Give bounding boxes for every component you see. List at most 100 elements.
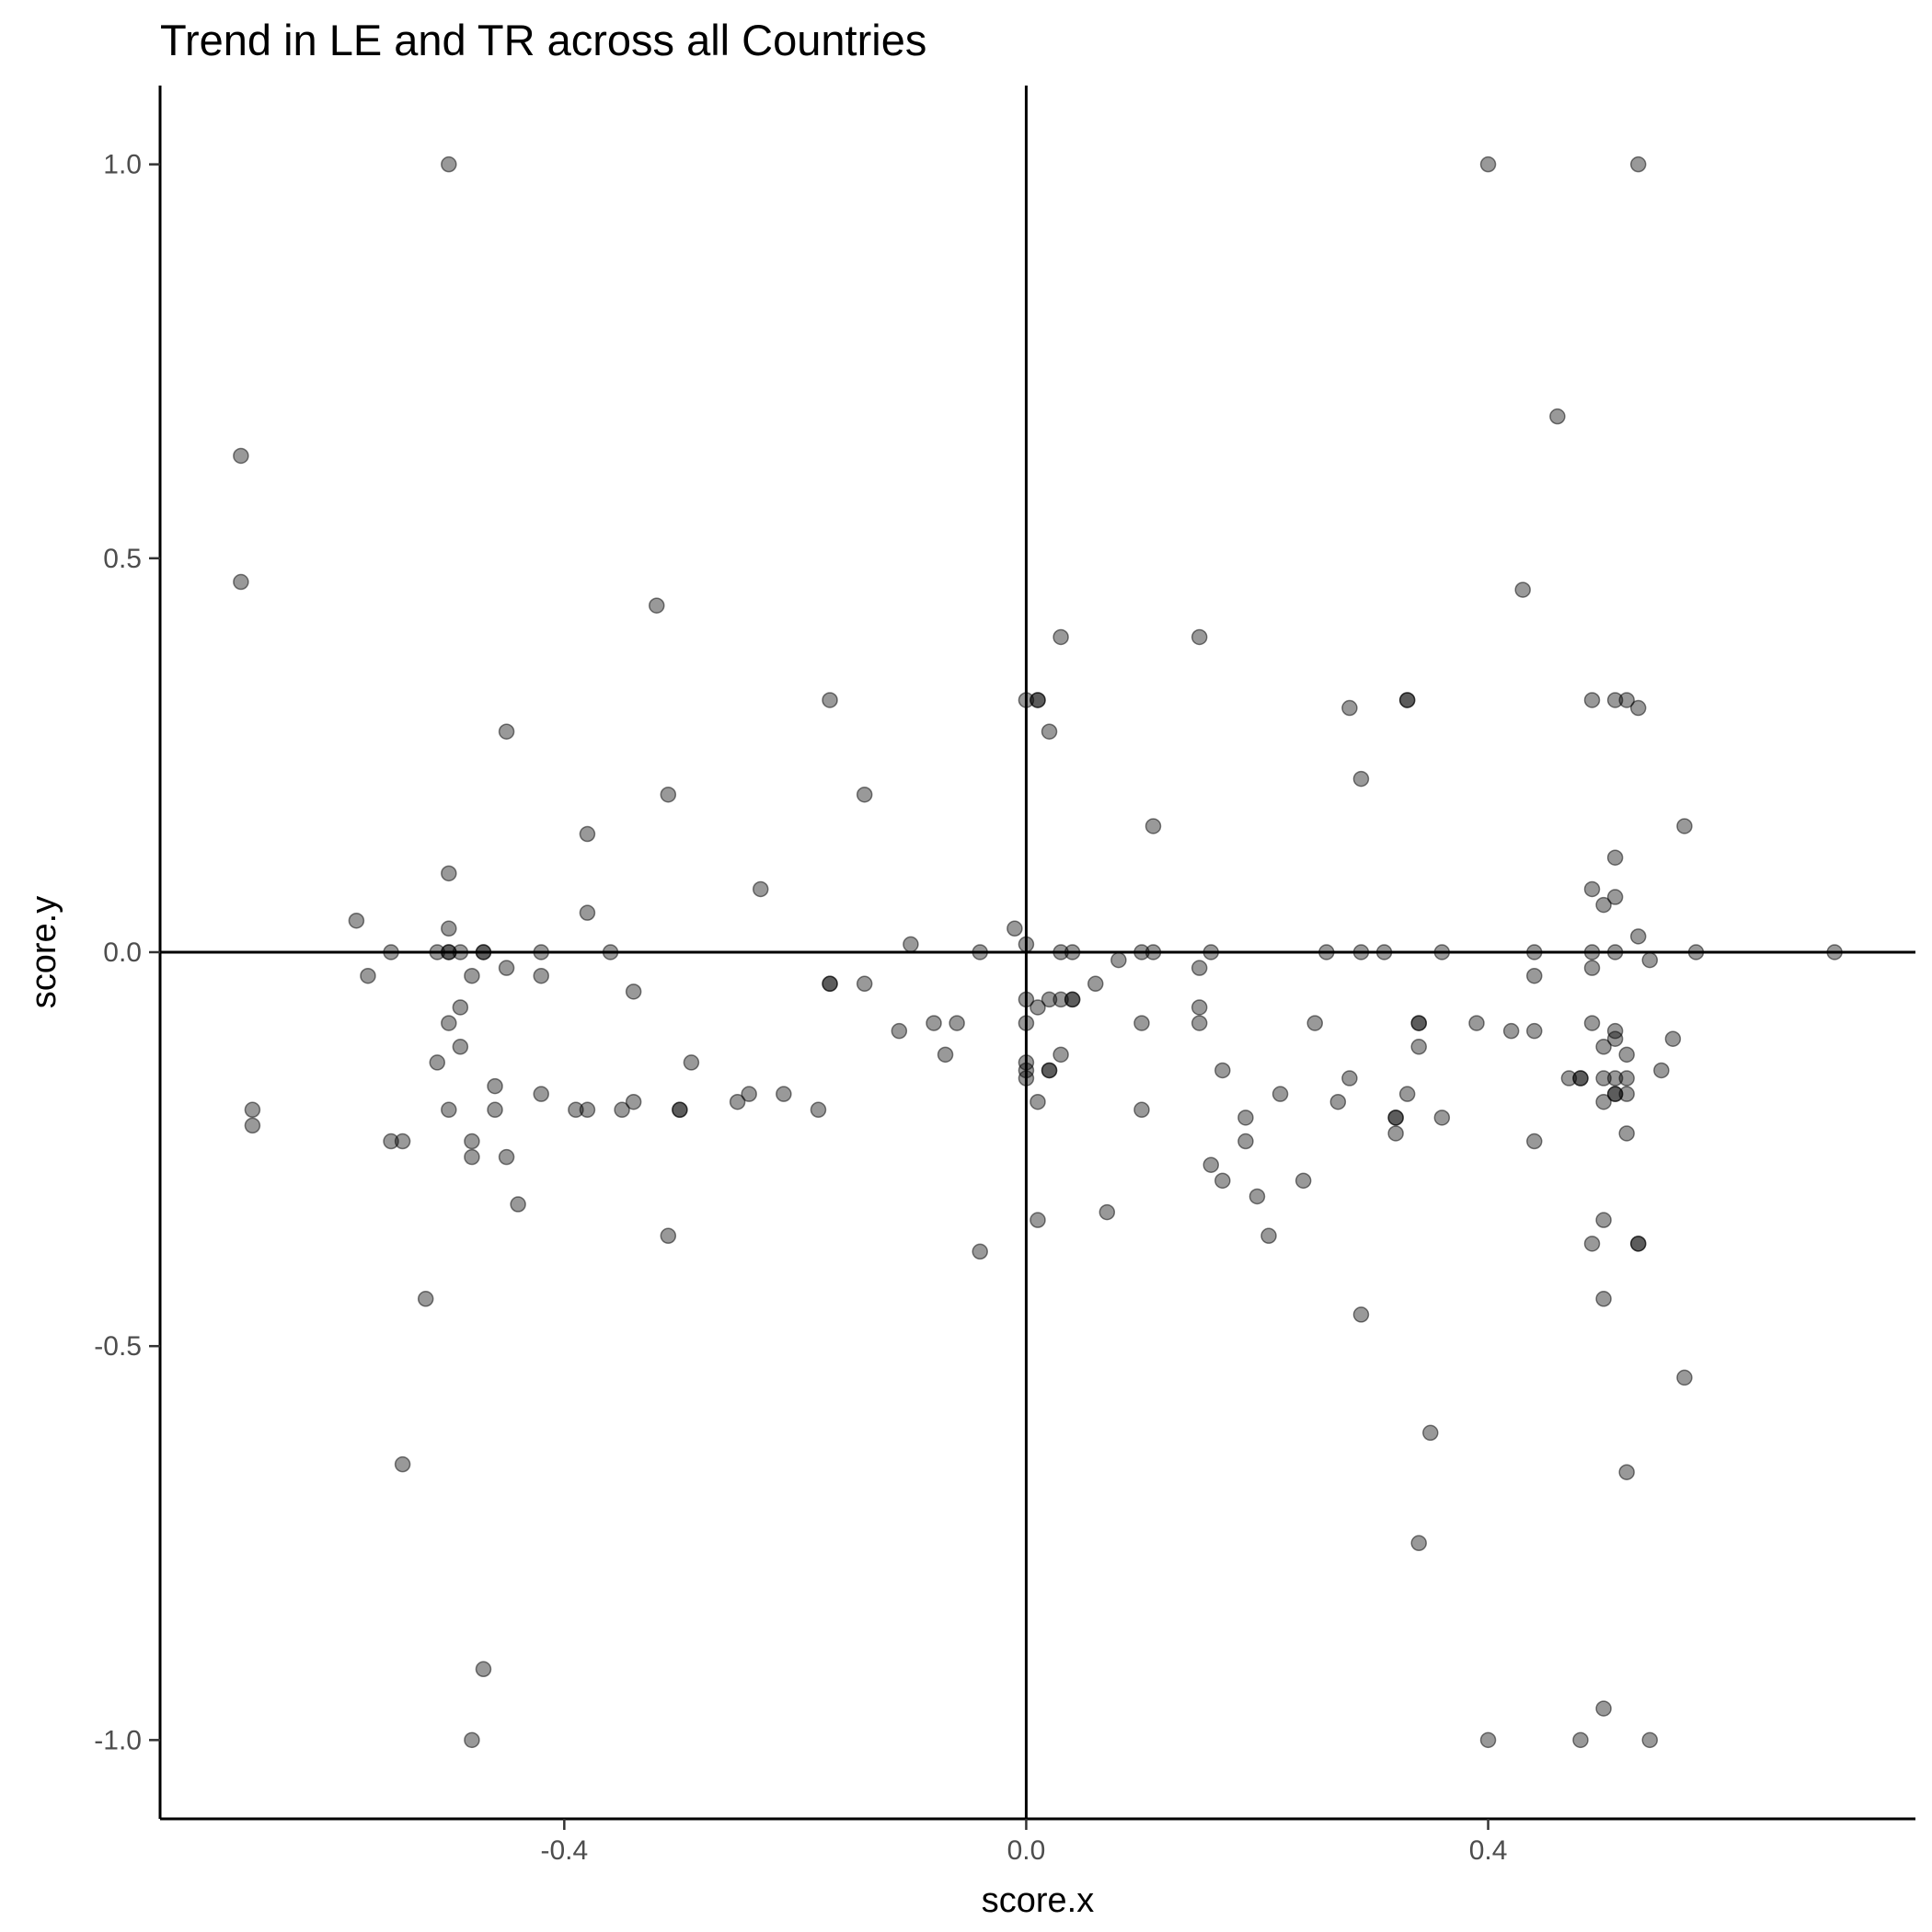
data-point <box>233 573 249 591</box>
data-point <box>498 723 515 740</box>
data-point <box>498 1148 515 1166</box>
data-point <box>1352 944 1370 960</box>
data-point <box>1595 1212 1612 1228</box>
data-point <box>776 1086 792 1102</box>
data-point <box>1052 991 1069 1008</box>
data-point <box>1352 1306 1370 1323</box>
data-point <box>1387 1110 1404 1126</box>
y-tick-label: -1.0 <box>94 1725 142 1755</box>
data-point <box>1064 944 1081 960</box>
data-point <box>1583 880 1601 898</box>
data-point <box>475 1661 492 1678</box>
data-point <box>1583 960 1601 976</box>
data-point <box>1098 1203 1116 1221</box>
data-point <box>649 597 665 614</box>
data-point <box>1526 944 1543 960</box>
data-point <box>1676 1369 1693 1386</box>
data-point <box>1479 155 1497 173</box>
data-point <box>1583 692 1601 708</box>
data-point <box>1052 1046 1069 1064</box>
data-point <box>1422 1424 1439 1442</box>
data-point <box>1618 1046 1635 1064</box>
data-point <box>487 1101 503 1119</box>
data-point <box>1410 1015 1427 1031</box>
data-point <box>1110 951 1127 969</box>
data-point <box>464 967 480 984</box>
data-point <box>579 1101 596 1119</box>
data-point <box>1618 1125 1635 1142</box>
data-point <box>1190 1015 1208 1031</box>
data-point <box>1618 692 1635 708</box>
data-point <box>1606 1086 1624 1102</box>
data-point <box>579 904 596 921</box>
data-point <box>1526 1022 1543 1040</box>
y-tick-label: -0.5 <box>94 1331 142 1362</box>
data-point <box>926 1015 942 1031</box>
data-point <box>1606 889 1624 905</box>
data-point <box>1629 699 1647 717</box>
data-point <box>1687 944 1705 960</box>
data-point <box>487 1077 503 1095</box>
data-point <box>625 983 642 1000</box>
y-tick-label: 0.5 <box>103 544 142 574</box>
data-point <box>660 786 677 803</box>
data-point <box>810 1101 827 1119</box>
data-point <box>937 1046 954 1064</box>
data-point <box>891 1022 908 1040</box>
data-point <box>1237 1133 1254 1150</box>
data-point <box>822 692 838 708</box>
data-point <box>1595 896 1612 914</box>
data-point <box>1618 1086 1635 1102</box>
chart-title: Trend in LE and TR across all Countries <box>160 16 926 64</box>
data-point <box>452 999 469 1016</box>
data-point <box>1560 1070 1578 1087</box>
y-tick-label: 1.0 <box>103 150 142 180</box>
data-point <box>533 1086 549 1102</box>
data-point <box>1029 1093 1046 1110</box>
data-point <box>1052 944 1069 960</box>
data-point <box>441 944 457 960</box>
data-point <box>441 155 457 173</box>
data-point <box>1433 944 1451 960</box>
data-point <box>498 960 515 976</box>
data-point <box>625 1093 642 1110</box>
data-point <box>1018 1015 1035 1031</box>
data-point <box>1653 1062 1670 1079</box>
x-tick-label: 0.4 <box>1469 1835 1508 1866</box>
data-point <box>1018 991 1035 1008</box>
data-point <box>1144 944 1162 960</box>
data-point <box>972 944 988 960</box>
data-point <box>1479 1731 1497 1749</box>
data-point <box>1595 1039 1612 1055</box>
data-point <box>1526 1133 1543 1150</box>
data-points <box>233 155 1843 1749</box>
x-tick-label: -0.4 <box>540 1835 588 1866</box>
data-point <box>1133 1101 1150 1119</box>
data-point <box>1214 1062 1231 1079</box>
data-point <box>1018 936 1035 953</box>
data-point <box>1202 944 1220 960</box>
data-point <box>1583 944 1601 960</box>
data-point <box>856 975 873 993</box>
data-point <box>383 1133 399 1150</box>
data-point <box>360 967 376 984</box>
data-point <box>1595 1070 1612 1087</box>
data-point <box>1606 1030 1624 1047</box>
data-point <box>1618 1464 1635 1480</box>
data-point <box>1190 999 1208 1016</box>
data-point <box>1641 951 1659 969</box>
data-point <box>533 967 549 984</box>
data-point <box>1606 849 1624 866</box>
data-point <box>683 1054 700 1071</box>
data-point <box>1064 991 1081 1008</box>
data-point <box>1341 699 1358 717</box>
data-point <box>417 1291 434 1307</box>
data-point <box>533 944 549 960</box>
data-point <box>1629 155 1647 173</box>
data-point <box>1629 1236 1647 1252</box>
data-point <box>464 1731 480 1749</box>
data-point <box>1352 770 1370 788</box>
data-point <box>1029 1212 1046 1228</box>
data-point <box>1041 1062 1058 1079</box>
